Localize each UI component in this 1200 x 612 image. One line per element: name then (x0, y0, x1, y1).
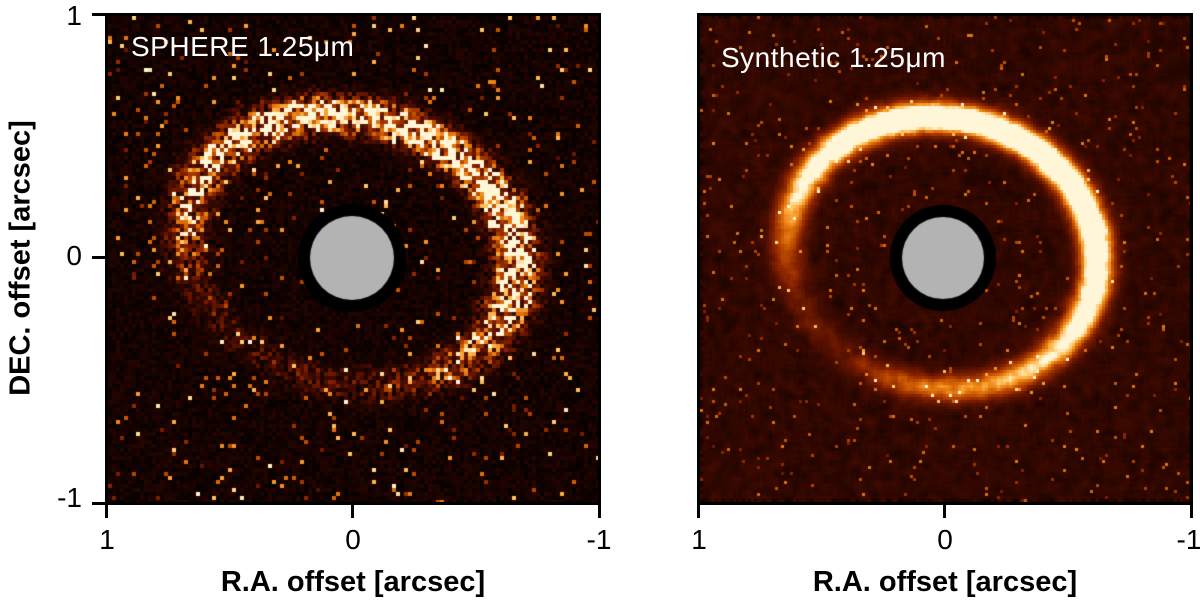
x-tick-mark (943, 505, 946, 518)
synthetic-image-canvas (700, 16, 1190, 502)
x-tick-mark (697, 505, 700, 518)
y-tick-mark (92, 256, 105, 259)
y-tick-label: 0 (66, 240, 82, 271)
x-tick-label: 1 (99, 524, 115, 555)
y-tick-label: 1 (66, 0, 82, 31)
x-tick-label: -1 (586, 524, 612, 555)
x-tick-mark (105, 505, 108, 518)
x-tick-mark (598, 505, 601, 518)
y-tick-mark (92, 502, 105, 505)
x-axis-title-right: R.A. offset [arcsec] (812, 566, 1078, 598)
sphere-image-canvas (108, 16, 598, 502)
x-tick-label: 1 (691, 524, 707, 555)
y-tick-label: -1 (57, 482, 82, 513)
x-tick-mark (1190, 505, 1193, 518)
x-tick-label: -1 (1176, 524, 1200, 555)
synthetic-panel: Synthetic 1.25μm (697, 13, 1193, 505)
x-axis-title-left: R.A. offset [arcsec] (220, 566, 486, 598)
y-tick-mark (92, 13, 105, 16)
x-tick-mark (351, 505, 354, 518)
sphere-panel: SPHERE 1.25μm (105, 13, 601, 505)
x-tick-label: 0 (345, 524, 361, 555)
synthetic-panel-title: Synthetic 1.25μm (721, 42, 946, 73)
sphere-panel-title: SPHERE 1.25μm (131, 31, 355, 62)
x-tick-label: 0 (937, 524, 953, 555)
